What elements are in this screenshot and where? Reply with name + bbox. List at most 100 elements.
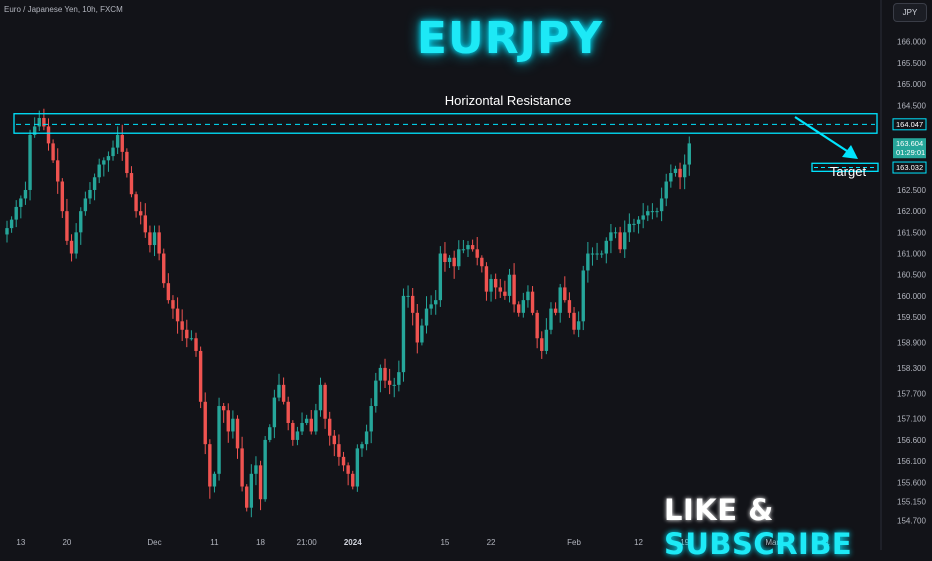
candle-body xyxy=(32,126,37,135)
candle-body xyxy=(558,287,562,313)
candle-body xyxy=(300,422,304,432)
candle-body xyxy=(115,134,120,148)
candle-body xyxy=(507,274,512,296)
candle-body xyxy=(498,287,502,292)
candle-body xyxy=(180,321,184,330)
candle-body xyxy=(304,418,309,423)
candle-body xyxy=(240,448,244,487)
candle-body xyxy=(254,465,258,474)
candle-body xyxy=(360,444,364,449)
candle-body xyxy=(489,278,493,292)
candle-body xyxy=(166,283,171,301)
candle-body xyxy=(572,312,576,330)
candle-body xyxy=(5,228,9,235)
candle-body xyxy=(618,232,622,250)
candle-body xyxy=(632,223,636,225)
candle-body xyxy=(277,384,281,398)
candle-body xyxy=(553,308,558,313)
time-tick-label: Dec xyxy=(147,538,161,547)
candle-body xyxy=(194,338,198,351)
time-tick-label: 19 xyxy=(680,538,689,547)
candle-body xyxy=(480,257,484,267)
candle-body xyxy=(235,418,240,449)
candle-body xyxy=(221,406,226,411)
price-tick-label: 161.000 xyxy=(897,250,926,259)
candle-body xyxy=(217,406,221,474)
candle-body xyxy=(272,397,277,428)
candle-body xyxy=(351,473,355,487)
candle-body xyxy=(120,134,124,152)
candles xyxy=(5,108,691,518)
candle-body xyxy=(374,380,378,407)
price-tick-label: 156.600 xyxy=(897,436,926,445)
price-tick-label: 158.900 xyxy=(897,338,926,347)
candle-body xyxy=(457,249,461,267)
symbol-label: Euro / Japanese Yen, 10h, FXCM xyxy=(4,5,123,14)
time-axis: 13 20 Dec 11 18 21:00 2024 15 22 Feb 12 19 Mar 1 xyxy=(16,538,830,547)
candle-body xyxy=(604,240,608,254)
candle-body xyxy=(97,164,101,178)
candle-body xyxy=(438,253,443,301)
candle-body xyxy=(79,211,83,233)
candle-body xyxy=(364,431,369,445)
cta-like: LIKE xyxy=(664,493,738,527)
candle-body xyxy=(424,308,429,326)
target-arrow-head xyxy=(842,145,858,159)
candle-body xyxy=(314,410,318,432)
candle-body xyxy=(65,211,69,241)
candle-body xyxy=(397,372,401,385)
candle-body xyxy=(162,253,166,284)
price-tick-label: 166.000 xyxy=(897,38,926,47)
target-label: Target xyxy=(830,164,867,179)
price-tick-label: 160.000 xyxy=(897,292,926,301)
candle-body xyxy=(46,126,51,144)
target-arrow-shaft xyxy=(794,116,851,154)
candle-body xyxy=(42,117,46,127)
candle-body xyxy=(175,308,180,322)
candle-body xyxy=(521,300,526,313)
candle-body xyxy=(687,143,691,165)
candle-body xyxy=(152,232,157,246)
candle-body xyxy=(189,338,194,340)
candle-body xyxy=(576,321,581,330)
price-tick-label: 162.000 xyxy=(897,207,926,216)
time-tick-label: 12 xyxy=(634,538,643,547)
overlays: Horizontal Resistance Target xyxy=(13,93,879,179)
candle-body xyxy=(309,418,313,432)
candle-body xyxy=(415,312,419,343)
candle-body xyxy=(134,194,138,212)
candle-body xyxy=(586,253,590,271)
candle-body xyxy=(291,422,295,440)
candle-body xyxy=(14,206,18,220)
candle-body xyxy=(434,300,438,305)
resistance-label: Horizontal Resistance xyxy=(445,93,571,108)
price-tick-label: 161.500 xyxy=(897,228,926,237)
candle-body xyxy=(650,211,655,213)
resistance-price-badge-text: 164.047 xyxy=(896,120,923,129)
candle-body xyxy=(623,232,627,250)
candle-body xyxy=(138,211,143,216)
time-tick-label: 13 xyxy=(16,538,25,547)
time-tick-label: 11 xyxy=(210,538,219,547)
candle-body xyxy=(111,147,115,157)
candle-body xyxy=(37,117,41,127)
candle-body xyxy=(341,456,346,466)
currency-button[interactable]: JPY xyxy=(893,3,927,22)
chart-title: EURJPY xyxy=(416,13,604,64)
candle-body xyxy=(563,287,567,301)
candle-body xyxy=(102,160,106,165)
price-tick-label: 158.300 xyxy=(897,364,926,373)
candle-body xyxy=(171,300,175,309)
resistance-zone xyxy=(13,113,878,134)
candle-body xyxy=(429,304,433,309)
time-tick-label: 18 xyxy=(256,538,265,547)
candle-body xyxy=(355,448,360,487)
price-tick-label: 162.500 xyxy=(897,186,926,195)
candle-body xyxy=(664,181,668,199)
candle-body xyxy=(157,232,161,254)
like-subscribe-banner: LIKE & SUBSCRIBE xyxy=(664,493,932,561)
candle-body xyxy=(655,211,659,213)
price-tick-label: 165.000 xyxy=(897,80,926,89)
